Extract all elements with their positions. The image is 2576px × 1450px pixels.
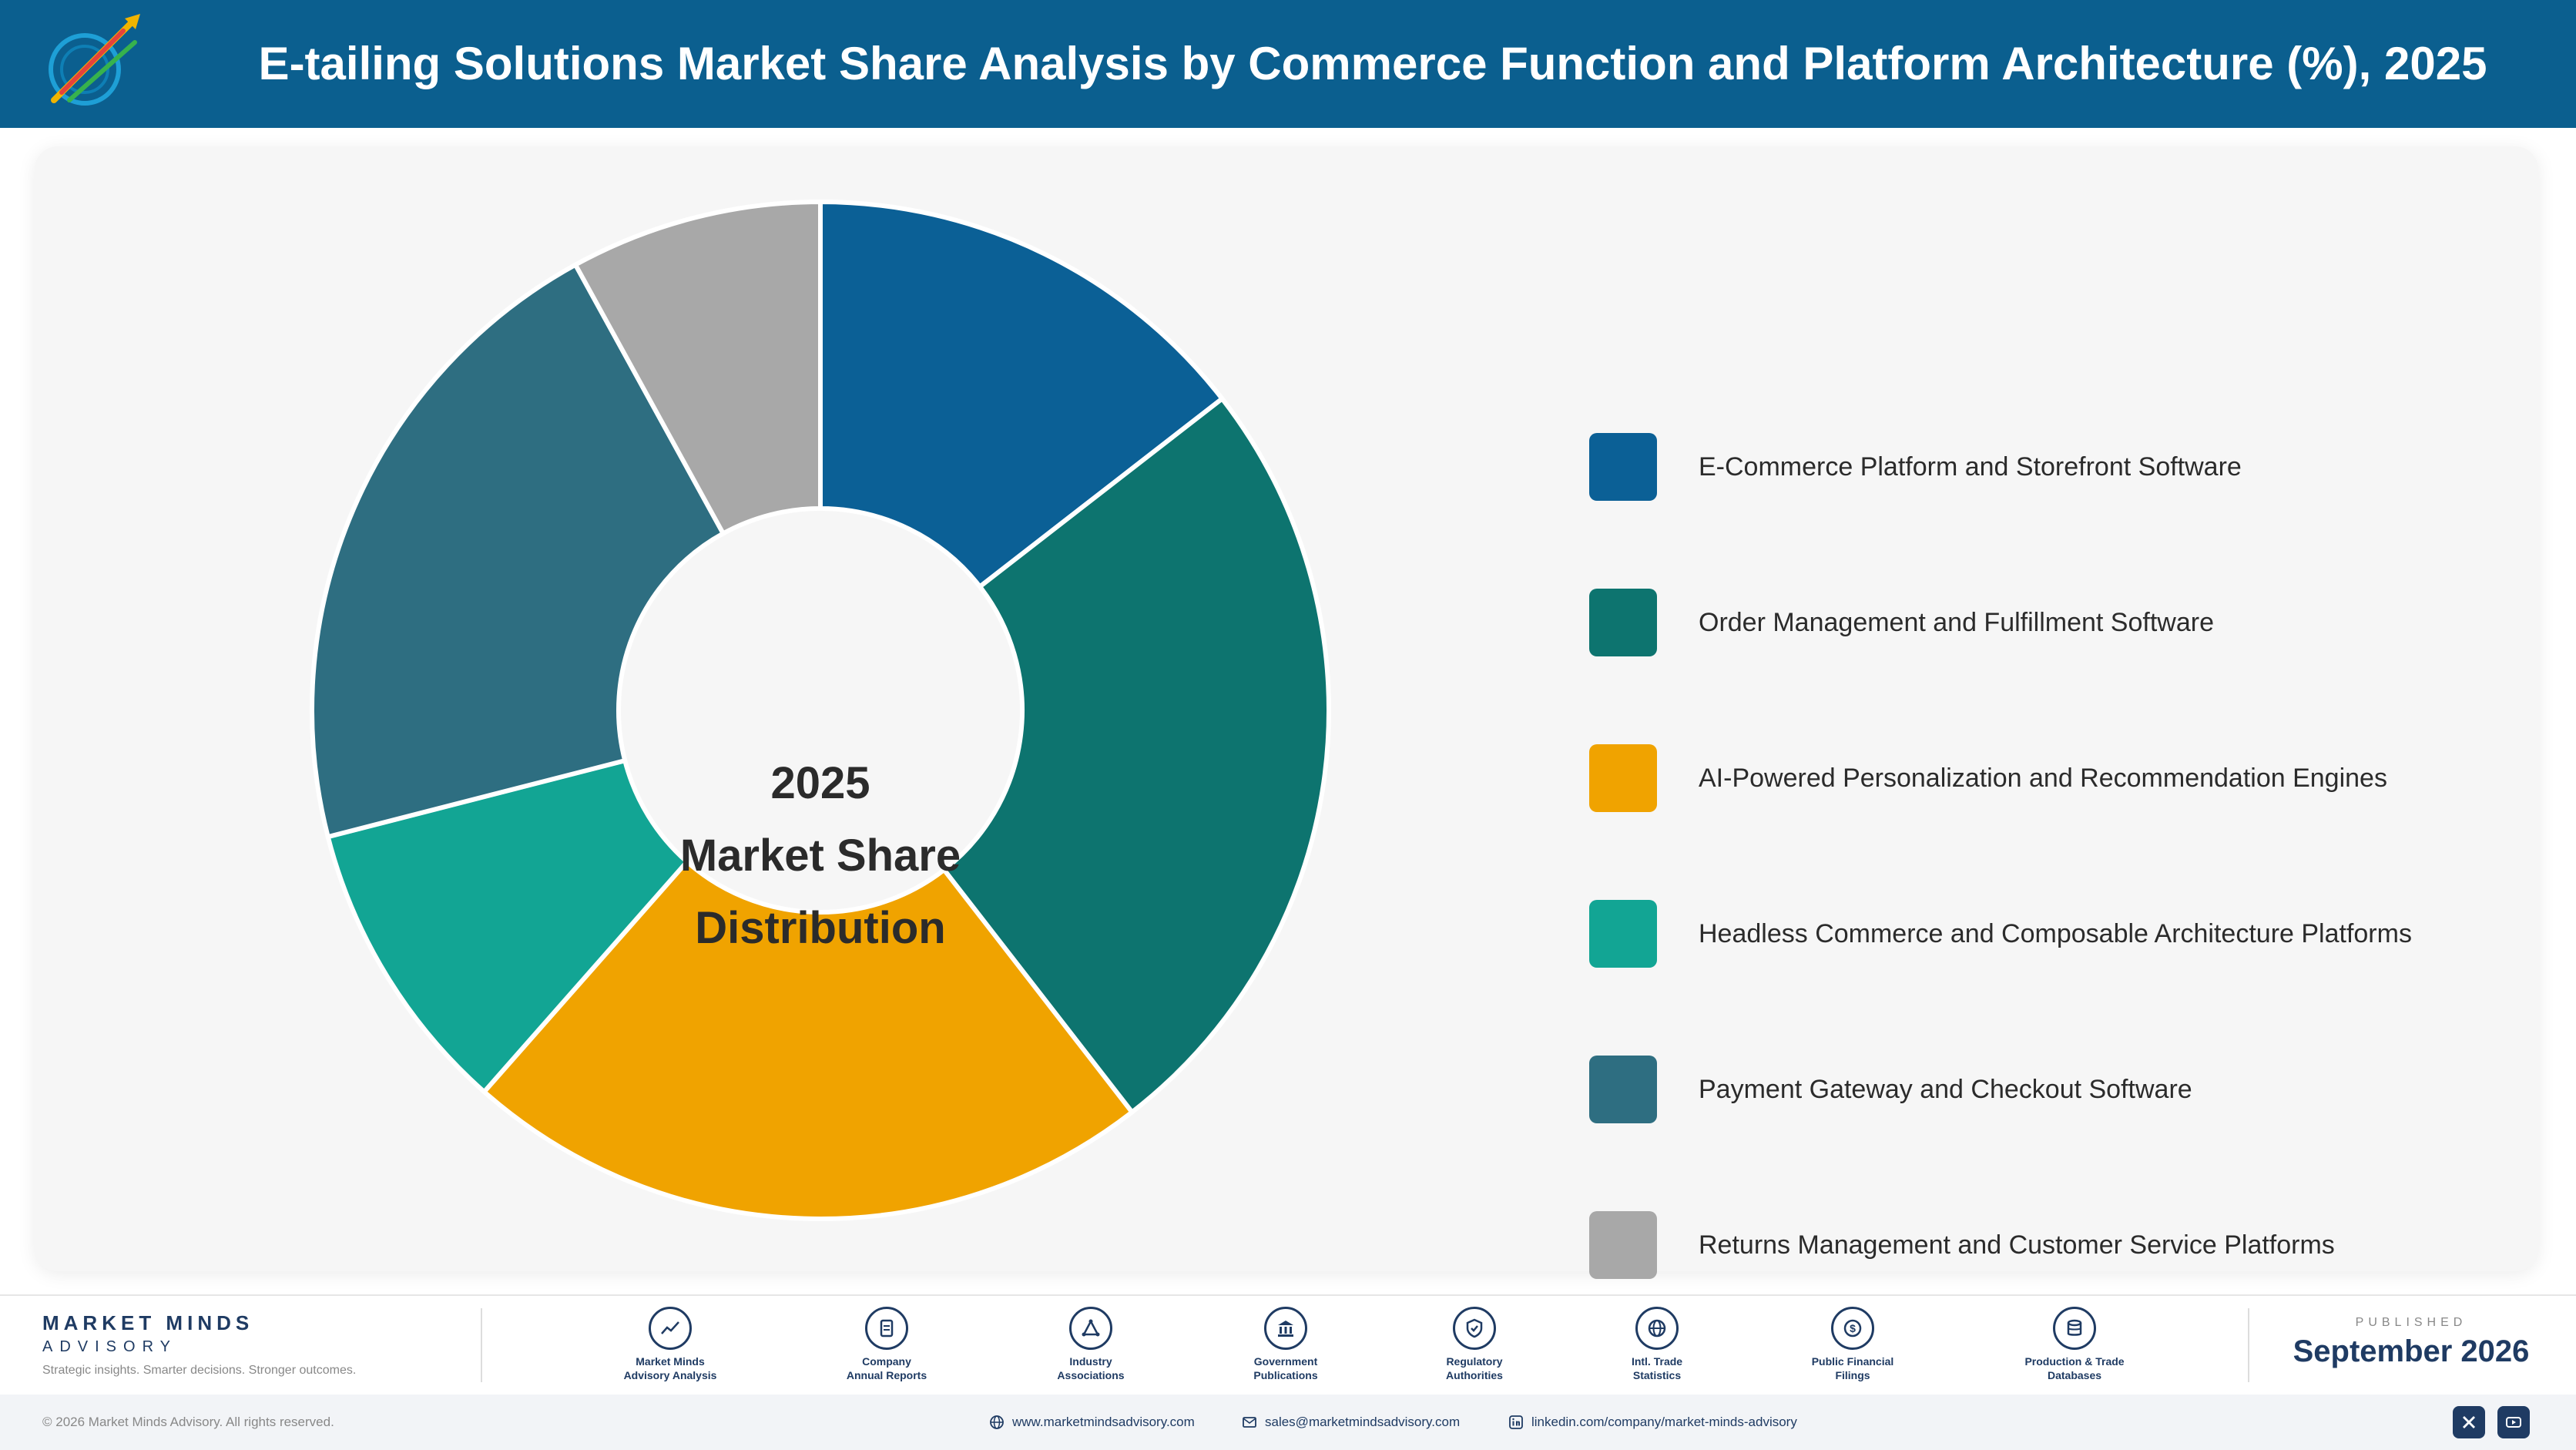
legend-swatch: [1589, 589, 1657, 656]
published-block: PUBLISHED September 2026: [2257, 1316, 2565, 1369]
brand-name: MARKET MINDS: [42, 1311, 254, 1334]
source-label-2: Databases: [2047, 1369, 2102, 1381]
globe-icon: [990, 1415, 1004, 1429]
email-link[interactable]: sales@marketmindsadvisory.com: [1242, 1395, 1460, 1450]
source-regulatory: Regulatory Authorities: [1397, 1307, 1551, 1382]
legend-label: Order Management and Fulfillment Softwar…: [1699, 608, 2214, 637]
database-icon: [2053, 1307, 2096, 1350]
document-icon: [865, 1307, 908, 1350]
center-label-line-3: Distribution: [695, 903, 946, 953]
government-building-icon: [1264, 1307, 1307, 1350]
legend-label: Returns Management and Customer Service …: [1699, 1230, 2335, 1260]
source-market-minds: Market Minds Advisory Analysis: [593, 1307, 747, 1382]
legend-label: Payment Gateway and Checkout Software: [1699, 1075, 2192, 1104]
mail-icon: [1243, 1417, 1256, 1428]
chart-legend: E-Commerce Platform and Storefront Softw…: [1589, 433, 2498, 1367]
source-label-2: Advisory Analysis: [623, 1369, 717, 1381]
youtube-social-button[interactable]: [2497, 1406, 2530, 1438]
website-text: www.marketmindsadvisory.com: [1012, 1415, 1195, 1429]
footer-divider: [481, 1308, 482, 1382]
legend-label: AI-Powered Personalization and Recommend…: [1699, 764, 2387, 793]
pie-slice: [572, 199, 823, 537]
footer-brand: MARKET MINDS ADVISORY Strategic insights…: [42, 1311, 356, 1378]
x-social-button[interactable]: [2453, 1406, 2485, 1438]
source-trade-statistics: Intl. Trade Statistics: [1580, 1307, 1734, 1382]
source-label-1: Production & Trade: [2024, 1355, 2125, 1368]
source-label-2: Annual Reports: [846, 1369, 927, 1381]
source-label-2: Statistics: [1632, 1369, 1682, 1381]
pie-slice: [818, 199, 1226, 590]
trend-chart-icon: [649, 1307, 692, 1350]
source-label-2: Authorities: [1446, 1369, 1503, 1381]
x-logo-icon: [2463, 1416, 2475, 1428]
center-label-line-2: Market Share: [679, 831, 961, 881]
center-label-line-1: 2025: [770, 758, 870, 808]
source-government: Government Publications: [1209, 1307, 1363, 1382]
chart-card: 2025 Market Share Distribution E-Commerc…: [35, 146, 2538, 1279]
linkedin-text: linkedin.com/company/market-minds-adviso…: [1531, 1415, 1797, 1429]
footer: MARKET MINDS ADVISORY Strategic insights…: [0, 1294, 2576, 1395]
dollar-coin-icon: $: [1831, 1307, 1874, 1350]
legend-label: E-Commerce Platform and Storefront Softw…: [1699, 452, 2242, 482]
legend-item: Headless Commerce and Composable Archite…: [1589, 900, 2498, 1056]
source-company-reports: Company Annual Reports: [810, 1307, 964, 1382]
legend-swatch: [1589, 1211, 1657, 1279]
legend-label: Headless Commerce and Composable Archite…: [1699, 919, 2412, 948]
email-text: sales@marketmindsadvisory.com: [1265, 1415, 1461, 1429]
source-label-2: Publications: [1253, 1369, 1318, 1381]
website-link[interactable]: www.marketmindsadvisory.com: [989, 1395, 1195, 1450]
source-label-1: Intl. Trade: [1631, 1355, 1683, 1368]
source-label-1: Industry: [1069, 1355, 1112, 1368]
footer-divider: [2248, 1308, 2249, 1382]
legend-swatch: [1589, 900, 1657, 968]
linkedin-link[interactable]: linkedin.com/company/market-minds-adviso…: [1508, 1395, 1797, 1450]
bottom-bar: © 2026 Market Minds Advisory. All rights…: [0, 1395, 2576, 1450]
source-label-1: Market Minds: [636, 1355, 705, 1368]
source-label-2: Associations: [1057, 1369, 1125, 1381]
legend-item: E-Commerce Platform and Storefront Softw…: [1589, 433, 2498, 589]
legend-item: AI-Powered Personalization and Recommend…: [1589, 744, 2498, 900]
linkedin-icon: [1509, 1415, 1523, 1429]
globe-icon: [1635, 1307, 1679, 1350]
header-bar: E-tailing Solutions Market Share Analysi…: [0, 0, 2576, 128]
legend-swatch: [1589, 1056, 1657, 1123]
pie-slice: [941, 395, 1331, 1116]
brand-subtitle: ADVISORY: [42, 1338, 177, 1355]
published-label: PUBLISHED: [2355, 1316, 2467, 1329]
published-date: September 2026: [2293, 1334, 2530, 1368]
copyright-text: © 2026 Market Minds Advisory. All rights…: [42, 1415, 334, 1429]
legend-swatch: [1589, 744, 1657, 812]
pie-slice: [325, 757, 690, 1096]
source-label-1: Company: [862, 1355, 911, 1368]
legend-item: Returns Management and Customer Service …: [1589, 1211, 2498, 1367]
source-label-1: Public Financial: [1811, 1355, 1894, 1368]
network-icon: [1069, 1307, 1112, 1350]
source-label-1: Regulatory: [1446, 1355, 1503, 1368]
pie-slice: [481, 858, 1135, 1221]
donut-center-label: 2025 Market Share Distribution: [620, 747, 1021, 965]
donut-chart: [310, 199, 1331, 1221]
source-trade-databases: Production & Trade Databases: [1997, 1307, 2152, 1382]
company-logo-icon: [49, 14, 140, 106]
page-title: E-tailing Solutions Market Share Analysi…: [258, 38, 2487, 89]
source-label-1: Government: [1253, 1355, 1318, 1368]
legend-swatch: [1589, 433, 1657, 501]
brand-tagline: Strategic insights. Smarter decisions. S…: [42, 1364, 357, 1377]
source-industry-associations: Industry Associations: [1014, 1307, 1168, 1382]
svg-text:$: $: [1850, 1322, 1856, 1334]
pie-slice: [310, 261, 726, 840]
source-label-2: Filings: [1835, 1369, 1870, 1381]
legend-item: Payment Gateway and Checkout Software: [1589, 1056, 2498, 1211]
legend-item: Order Management and Fulfillment Softwar…: [1589, 589, 2498, 744]
youtube-icon: [2506, 1417, 2521, 1428]
source-financial-filings: $ Public Financial Filings: [1776, 1307, 1930, 1382]
shield-check-icon: [1453, 1307, 1496, 1350]
